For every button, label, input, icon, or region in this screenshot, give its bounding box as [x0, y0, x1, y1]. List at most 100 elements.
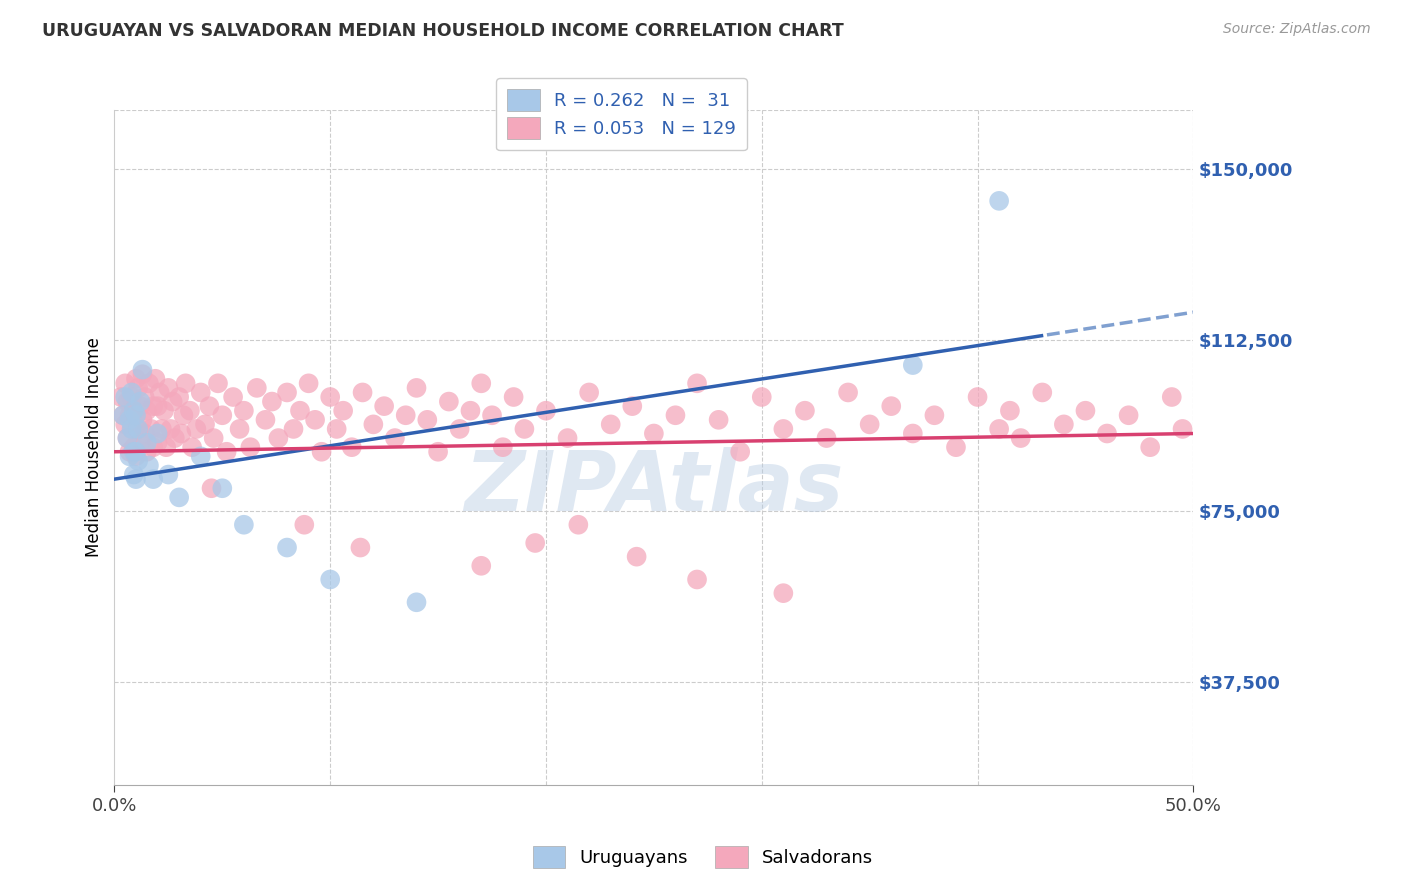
- Point: [146, 435, 169, 450]
- Point: [513, 422, 536, 436]
- Point: [924, 409, 946, 423]
- Point: [1074, 403, 1097, 417]
- Point: [998, 403, 1021, 417]
- Point: [211, 481, 233, 495]
- Point: [127, 381, 149, 395]
- Point: [121, 385, 143, 400]
- Point: [325, 422, 347, 436]
- Point: [202, 431, 225, 445]
- Point: [118, 409, 141, 423]
- Point: [988, 194, 1011, 208]
- Point: [200, 481, 222, 495]
- Point: [142, 399, 165, 413]
- Text: Source: ZipAtlas.com: Source: ZipAtlas.com: [1223, 22, 1371, 37]
- Point: [292, 517, 315, 532]
- Point: [298, 376, 321, 391]
- Point: [276, 541, 298, 555]
- Point: [460, 403, 482, 417]
- Point: [125, 409, 148, 423]
- Point: [122, 403, 145, 417]
- Point: [117, 394, 139, 409]
- Point: [427, 444, 450, 458]
- Point: [772, 422, 794, 436]
- Point: [254, 413, 277, 427]
- Point: [163, 431, 186, 445]
- Point: [135, 435, 157, 450]
- Point: [215, 444, 238, 458]
- Point: [901, 358, 924, 372]
- Point: [121, 390, 143, 404]
- Point: [707, 413, 730, 427]
- Point: [118, 444, 141, 458]
- Point: [945, 440, 967, 454]
- Point: [121, 422, 143, 436]
- Point: [1171, 422, 1194, 436]
- Point: [118, 450, 141, 464]
- Legend: R = 0.262   N =  31, R = 0.053   N = 129: R = 0.262 N = 31, R = 0.053 N = 129: [496, 78, 747, 150]
- Point: [167, 390, 190, 404]
- Point: [121, 422, 143, 436]
- Point: [304, 413, 326, 427]
- Point: [1160, 390, 1182, 404]
- Point: [211, 409, 233, 423]
- Point: [138, 376, 160, 391]
- Point: [155, 440, 177, 454]
- Point: [162, 394, 184, 409]
- Point: [405, 381, 427, 395]
- Point: [125, 372, 148, 386]
- Legend: Uruguayans, Salvadorans: Uruguayans, Salvadorans: [522, 835, 884, 879]
- Point: [125, 444, 148, 458]
- Point: [352, 385, 374, 400]
- Point: [988, 422, 1011, 436]
- Point: [470, 558, 492, 573]
- Point: [319, 573, 342, 587]
- Point: [122, 467, 145, 482]
- Point: [1118, 409, 1140, 423]
- Point: [599, 417, 621, 432]
- Point: [664, 409, 686, 423]
- Point: [332, 403, 354, 417]
- Point: [129, 394, 152, 409]
- Point: [122, 440, 145, 454]
- Point: [167, 491, 190, 505]
- Point: [728, 444, 751, 458]
- Point: [186, 422, 208, 436]
- Point: [139, 422, 162, 436]
- Point: [1053, 417, 1076, 432]
- Point: [146, 426, 169, 441]
- Point: [267, 431, 290, 445]
- Point: [239, 440, 262, 454]
- Point: [966, 390, 988, 404]
- Point: [232, 517, 254, 532]
- Point: [222, 390, 245, 404]
- Point: [172, 409, 194, 423]
- Point: [135, 444, 157, 458]
- Point: [283, 422, 305, 436]
- Point: [127, 422, 149, 436]
- Point: [135, 403, 157, 417]
- Point: [837, 385, 859, 400]
- Point: [859, 417, 882, 432]
- Point: [157, 381, 180, 395]
- Point: [751, 390, 773, 404]
- Point: [626, 549, 648, 564]
- Point: [131, 368, 153, 382]
- Point: [449, 422, 471, 436]
- Point: [110, 390, 132, 404]
- Point: [134, 426, 156, 441]
- Point: [319, 390, 342, 404]
- Y-axis label: Median Household Income: Median Household Income: [86, 337, 103, 558]
- Point: [1139, 440, 1161, 454]
- Point: [901, 426, 924, 441]
- Point: [686, 573, 709, 587]
- Point: [1095, 426, 1118, 441]
- Point: [181, 440, 204, 454]
- Point: [125, 472, 148, 486]
- Point: [340, 440, 363, 454]
- Point: [481, 409, 503, 423]
- Point: [772, 586, 794, 600]
- Point: [153, 403, 176, 417]
- Point: [114, 417, 136, 432]
- Point: [117, 431, 139, 445]
- Point: [1031, 385, 1053, 400]
